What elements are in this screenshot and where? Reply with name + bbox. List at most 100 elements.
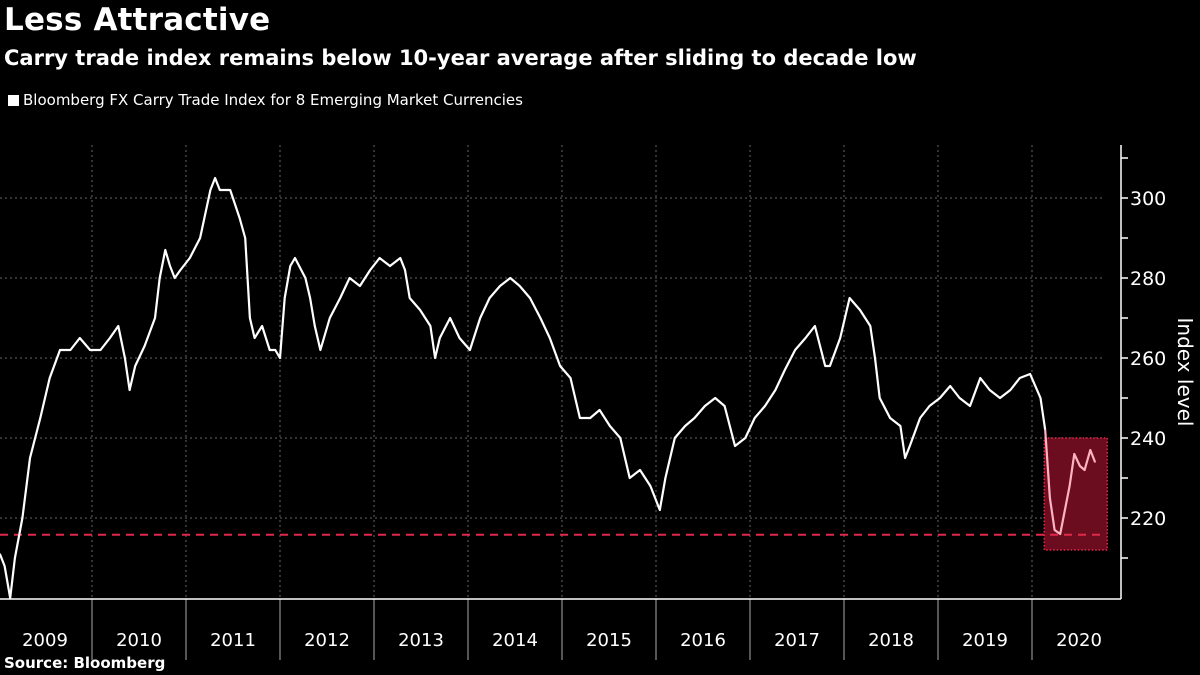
data-point [548, 337, 551, 339]
data-point [268, 349, 271, 351]
data-point [449, 317, 451, 319]
x-tick-label: 2019 [962, 630, 1008, 651]
data-point [958, 397, 961, 399]
data-point [0, 553, 1, 555]
data-point [919, 417, 921, 419]
data-point [143, 345, 146, 347]
data-point [253, 337, 256, 339]
data-point [704, 405, 706, 407]
data-point [289, 265, 292, 267]
data-point [589, 417, 591, 419]
data-point [1039, 397, 1042, 399]
x-tick-label: 2009 [22, 630, 68, 651]
data-point [399, 257, 402, 259]
data-point [29, 457, 31, 459]
data-point [639, 469, 641, 471]
data-point [619, 437, 622, 439]
data-point [889, 417, 891, 419]
data-point [1068, 485, 1071, 487]
data-point [559, 365, 561, 367]
data-point [78, 337, 81, 339]
data-point [48, 377, 51, 379]
data-point [329, 317, 331, 319]
x-tick-label: 2016 [680, 630, 726, 651]
data-point [313, 325, 316, 327]
data-point [969, 405, 971, 407]
x-tick-label: 2018 [868, 630, 914, 651]
data-point [238, 217, 241, 219]
data-point [509, 277, 512, 279]
y-axis-label: Index level [1173, 318, 1197, 427]
chart-subtitle: Carry trade index remains below 10-year … [4, 46, 917, 70]
data-point [124, 357, 126, 359]
data-point [319, 349, 322, 351]
data-point [988, 389, 991, 391]
data-point [339, 297, 341, 299]
legend-swatch [8, 94, 19, 106]
data-point [389, 265, 391, 267]
data-point [684, 425, 686, 427]
data-point [21, 517, 24, 519]
data-point [664, 477, 667, 479]
data-point [518, 285, 521, 287]
data-point [1094, 461, 1096, 463]
data-point [109, 337, 111, 339]
data-point [674, 437, 676, 439]
x-tick-label: 2013 [398, 630, 444, 651]
data-point [1073, 453, 1076, 455]
data-point [39, 417, 42, 419]
legend-label: Bloomberg FX Carry Trade Index for 8 Eme… [23, 91, 523, 109]
y-tick-label: 260 [1130, 348, 1166, 370]
source-note: Source: Bloomberg [4, 654, 166, 672]
data-point [429, 325, 432, 327]
data-point [693, 417, 696, 419]
data-point [999, 397, 1001, 399]
data-point [794, 349, 796, 351]
data-point [99, 349, 102, 351]
data-point [359, 285, 361, 287]
x-tick-label: 2020 [1056, 630, 1102, 651]
data-point [128, 389, 131, 391]
data-point [859, 309, 861, 311]
data-point [173, 277, 176, 279]
data-point [839, 337, 842, 339]
x-tick-label: 2015 [586, 630, 632, 651]
data-point [904, 457, 906, 459]
data-point [869, 325, 872, 327]
data-point [134, 365, 137, 367]
data-point [209, 189, 212, 191]
data-point [764, 405, 766, 407]
data-point [488, 297, 491, 299]
data-point [244, 237, 247, 239]
data-point [294, 257, 296, 259]
data-point [909, 445, 911, 447]
data-point [814, 325, 816, 327]
data-point [1009, 389, 1012, 391]
x-tick-label: 2011 [210, 630, 256, 651]
data-point [804, 337, 807, 339]
x-tick-label: 2010 [116, 630, 162, 651]
data-point [723, 405, 726, 407]
data-point [199, 237, 201, 239]
data-point [348, 277, 351, 279]
data-point [479, 317, 482, 319]
data-point [628, 477, 631, 479]
data-point [283, 297, 286, 299]
chart-title: Less Attractive [4, 2, 271, 38]
data-point [408, 297, 411, 299]
data-point [3, 565, 6, 567]
data-point [419, 309, 421, 311]
data-point [304, 277, 307, 279]
data-point [878, 397, 881, 399]
x-tick-label: 2012 [304, 630, 350, 651]
data-point [569, 377, 572, 379]
data-point [734, 445, 736, 447]
y-tick-label: 240 [1130, 428, 1166, 450]
data-point [1053, 529, 1056, 531]
legend: Bloomberg FX Carry Trade Index for 8 Eme… [8, 91, 523, 109]
x-tick-label: 2014 [492, 630, 538, 651]
data-point [824, 365, 826, 367]
data-point [188, 257, 191, 259]
data-point [1059, 533, 1061, 535]
